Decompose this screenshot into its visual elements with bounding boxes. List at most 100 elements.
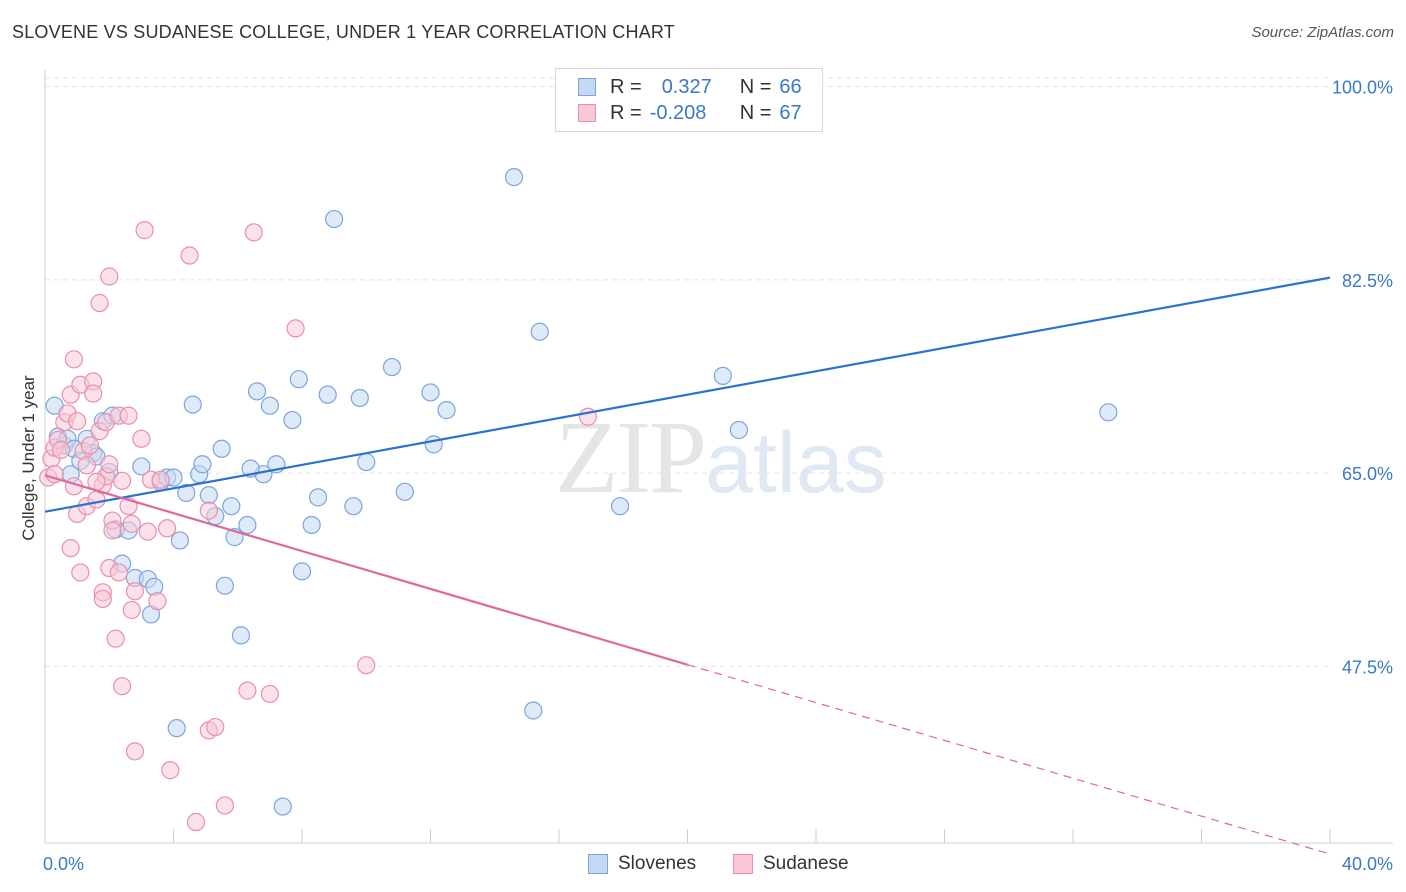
point-slovenes [524, 701, 543, 720]
point-slovenes [1099, 403, 1118, 422]
point-sudanese [61, 539, 80, 558]
point-slovenes [222, 497, 241, 516]
point-slovenes [344, 497, 363, 516]
point-slovenes [193, 455, 212, 474]
point-slovenes [302, 515, 321, 535]
legend-swatch-pink [733, 854, 753, 874]
legend-label-sudanese: Sudanese [763, 853, 849, 874]
y-axis-title: College, Under 1 year [19, 375, 38, 541]
n-label: N = [739, 75, 772, 98]
r-value: 0.327 [661, 75, 712, 98]
point-sudanese [112, 471, 132, 490]
legend-item-slovenes[interactable]: Slovenes [588, 853, 696, 875]
trendline-slovenes [44, 276, 1331, 513]
legend-item-sudanese[interactable]: Sudanese [733, 853, 849, 875]
point-sudanese [100, 455, 119, 474]
point-slovenes [238, 515, 257, 535]
point-sudanese [119, 406, 138, 425]
point-slovenes [212, 439, 231, 458]
point-sudanese [180, 246, 199, 265]
point-slovenes [231, 626, 251, 645]
point-slovenes [283, 410, 302, 430]
legend-swatch-blue [578, 78, 596, 96]
legend-label-slovenes: Slovenes [618, 853, 697, 874]
legend-swatch-pink [578, 104, 596, 122]
point-slovenes [424, 435, 443, 454]
point-sudanese [148, 592, 167, 611]
point-sudanese [186, 812, 206, 832]
point-slovenes [247, 382, 267, 401]
r-label: R = [610, 75, 642, 98]
point-slovenes [215, 576, 234, 595]
point-sudanese [157, 519, 177, 538]
point-sudanese [244, 223, 263, 242]
point-slovenes [289, 370, 308, 389]
source-label: Source: ZipAtlas.com [1251, 24, 1394, 41]
point-sudanese [109, 563, 128, 582]
stats-legend-row-sudanese: R = -0.208 N = 67 [578, 101, 802, 125]
point-slovenes [395, 482, 414, 501]
point-slovenes [382, 357, 402, 377]
point-sudanese [64, 350, 84, 369]
point-sudanese [77, 456, 96, 475]
trendline-sudanese [44, 474, 688, 666]
point-sudanese [122, 600, 141, 620]
point-sudanese [93, 589, 112, 609]
point-slovenes [167, 719, 186, 738]
point-sudanese [125, 582, 145, 601]
point-sudanese [103, 521, 122, 540]
stats-legend-row-slovenes: R = 0.327 N = 66 [578, 75, 802, 99]
point-slovenes [610, 497, 630, 516]
point-slovenes [199, 486, 218, 505]
point-sudanese [260, 684, 279, 704]
y-tick-label: 82.5% [1342, 271, 1393, 291]
point-slovenes [530, 322, 549, 341]
x-tick-label: 40.0% [1342, 854, 1393, 874]
point-sudanese [106, 629, 125, 648]
trendline-sudanese-extension [687, 664, 1331, 855]
y-tick-label: 65.0% [1342, 464, 1393, 484]
point-sudanese [71, 563, 90, 582]
point-slovenes [713, 366, 732, 385]
stats-legend: R = 0.327 N = 66 R = -0.208 N = 67 [555, 68, 823, 132]
point-sudanese [68, 412, 87, 431]
point-sudanese [112, 677, 132, 696]
point-slovenes [273, 797, 292, 816]
point-slovenes [292, 562, 312, 581]
x-tick-label: 0.0% [43, 854, 84, 874]
n-value: 66 [779, 75, 802, 98]
point-slovenes [437, 401, 456, 420]
point-sudanese [100, 267, 119, 286]
y-tick-label: 100.0% [1332, 78, 1393, 98]
point-slovenes [504, 168, 524, 187]
series-legend: Slovenes Sudanese [0, 850, 1406, 878]
legend-swatch-blue [588, 854, 608, 874]
point-sudanese [161, 761, 180, 780]
point-sudanese [206, 717, 225, 737]
point-sudanese [357, 656, 376, 675]
point-slovenes [170, 531, 190, 550]
point-sudanese [238, 681, 257, 700]
point-sudanese [84, 384, 103, 403]
y-tick-label: 47.5% [1342, 657, 1393, 677]
n-value: 67 [779, 101, 802, 124]
point-sudanese [135, 221, 154, 240]
r-label: R = [610, 101, 642, 124]
point-sudanese [51, 440, 71, 459]
point-sudanese [122, 514, 141, 533]
point-sudanese [138, 522, 157, 541]
point-sudanese [151, 470, 170, 489]
point-slovenes [318, 385, 337, 404]
point-sudanese [199, 501, 218, 520]
point-slovenes [260, 396, 279, 415]
r-value: -0.208 [649, 101, 707, 124]
point-sudanese [80, 436, 100, 455]
n-label: N = [739, 101, 772, 124]
point-sudanese [132, 429, 151, 448]
point-slovenes [350, 388, 369, 408]
point-slovenes [325, 209, 344, 229]
point-sudanese [286, 319, 305, 338]
point-sudanese [125, 742, 145, 761]
point-slovenes [183, 395, 202, 414]
